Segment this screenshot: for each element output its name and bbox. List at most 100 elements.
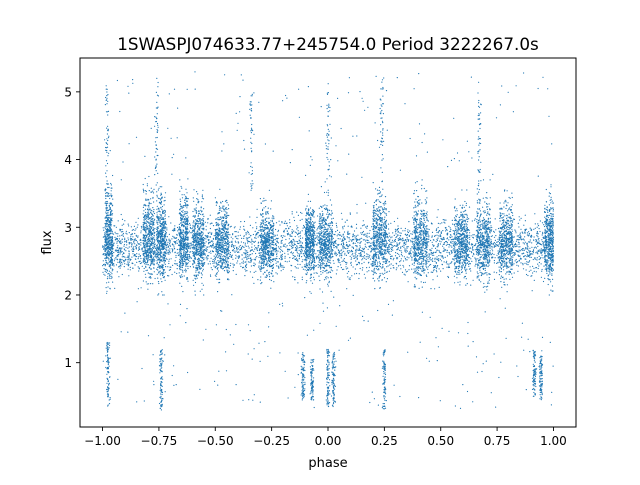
- data-point: [469, 232, 471, 234]
- data-point: [144, 256, 146, 258]
- data-point: [253, 258, 255, 260]
- data-point: [436, 234, 438, 236]
- data-point: [277, 250, 279, 252]
- data-point: [127, 237, 129, 239]
- data-point: [196, 235, 198, 237]
- data-point: [229, 251, 231, 254]
- data-point: [354, 237, 356, 239]
- data-point: [343, 237, 345, 239]
- data-point: [108, 259, 110, 261]
- data-point: [218, 252, 220, 254]
- data-point: [462, 258, 464, 260]
- data-point: [291, 242, 293, 244]
- data-point: [516, 245, 518, 248]
- data-point: [104, 224, 107, 226]
- data-point: [413, 241, 415, 243]
- data-point: [442, 230, 444, 232]
- data-point: [440, 260, 443, 262]
- data-point: [102, 246, 104, 248]
- data-point: [542, 243, 544, 245]
- data-point: [519, 232, 521, 234]
- data-point: [359, 245, 361, 247]
- data-point: [140, 230, 142, 232]
- data-point: [124, 239, 126, 241]
- data-point: [171, 229, 174, 231]
- data-point: [280, 264, 282, 266]
- data-point: [241, 237, 243, 239]
- data-point: [243, 225, 245, 227]
- data-point: [127, 255, 129, 257]
- data-point: [280, 270, 282, 272]
- data-point: [146, 199, 148, 201]
- data-point: [495, 235, 497, 237]
- data-point: [496, 262, 498, 264]
- data-point: [445, 219, 447, 221]
- data-point: [143, 189, 145, 192]
- data-point: [231, 250, 234, 252]
- data-point: [474, 265, 476, 267]
- data-point: [150, 262, 152, 264]
- data-point: [397, 247, 399, 249]
- data-point: [366, 267, 368, 269]
- data-point: [120, 258, 122, 260]
- data-point: [318, 256, 320, 258]
- data-point: [396, 242, 398, 244]
- data-point: [107, 210, 109, 212]
- data-point: [509, 235, 511, 237]
- data-point: [436, 256, 438, 258]
- data-point: [117, 245, 119, 247]
- data-point: [157, 229, 159, 231]
- data-point: [281, 257, 283, 259]
- data-point: [176, 263, 178, 265]
- data-point: [516, 244, 518, 246]
- data-point: [349, 244, 351, 246]
- data-point: [352, 255, 354, 257]
- data-point: [152, 215, 154, 217]
- data-point: [245, 256, 247, 258]
- data-point: [342, 259, 344, 261]
- data-point: [290, 270, 292, 272]
- data-point: [524, 220, 527, 222]
- data-point: [355, 256, 357, 258]
- data-point: [452, 238, 454, 240]
- data-point: [146, 226, 148, 228]
- data-point: [256, 226, 258, 228]
- data-point: [111, 255, 113, 257]
- data-point: [153, 224, 155, 226]
- data-point: [258, 266, 260, 268]
- data-point: [407, 231, 409, 233]
- data-point: [335, 273, 337, 275]
- data-point: [232, 233, 234, 235]
- data-point: [209, 241, 211, 244]
- data-point: [149, 246, 151, 248]
- data-point: [291, 211, 293, 213]
- data-point: [412, 251, 414, 253]
- data-point: [343, 260, 345, 262]
- data-point: [387, 235, 389, 237]
- data-point: [408, 221, 410, 223]
- data-point: [362, 256, 364, 258]
- data-point: [517, 235, 520, 237]
- data-point: [446, 263, 448, 265]
- data-point: [153, 267, 155, 269]
- data-point: [317, 227, 319, 229]
- data-point: [517, 265, 520, 267]
- data-point: [370, 242, 372, 244]
- data-point: [145, 230, 147, 232]
- data-point: [145, 276, 147, 278]
- data-point: [251, 253, 253, 255]
- data-point: [406, 270, 408, 272]
- data-point: [297, 267, 299, 269]
- data-point: [434, 260, 436, 262]
- data-point: [434, 266, 437, 268]
- data-point: [395, 236, 397, 239]
- data-point: [277, 242, 280, 244]
- data-point: [330, 244, 332, 246]
- data-point: [251, 259, 253, 261]
- data-point: [396, 267, 398, 269]
- data-point: [247, 251, 249, 253]
- data-point: [388, 228, 390, 230]
- data-point: [520, 262, 522, 264]
- data-point: [300, 251, 302, 253]
- data-point: [105, 241, 107, 243]
